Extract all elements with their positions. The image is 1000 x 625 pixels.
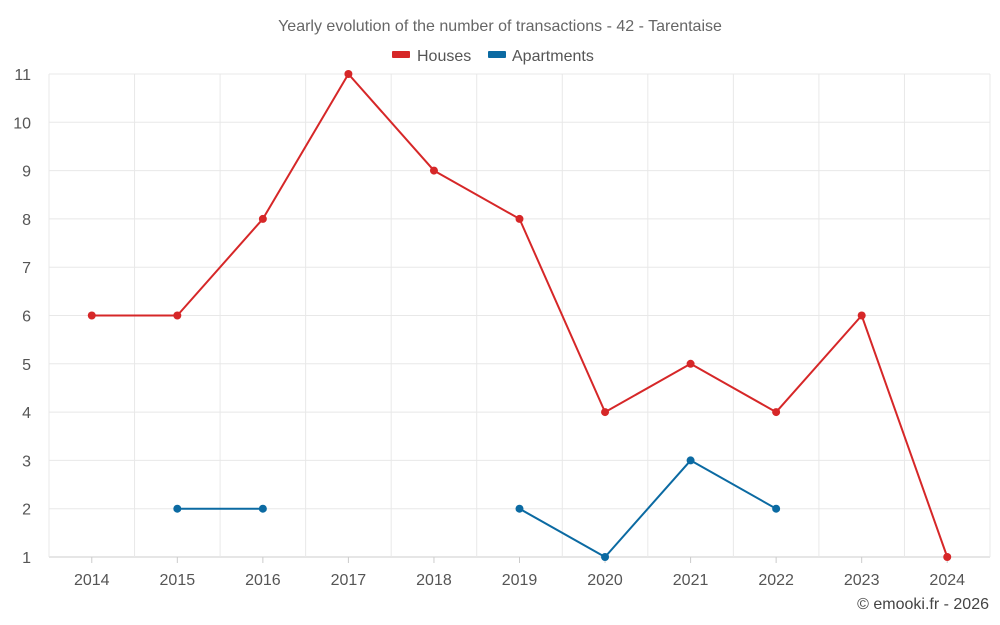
data-point-houses[interactable] [686,359,695,368]
y-tick-label: 10 [13,115,31,132]
legend-item-apartments[interactable]: Apartments [488,48,594,65]
x-tick-label: 2019 [502,572,538,589]
y-tick-label: 7 [22,260,31,277]
copyright-footer: © emooki.fr - 2026 [857,596,989,613]
data-point-houses[interactable] [173,311,182,320]
x-tick-label: 2014 [74,572,110,589]
legend-label-apartments: Apartments [512,48,594,65]
y-tick-label: 9 [22,164,31,181]
data-point-apartments[interactable] [601,553,610,561]
x-tick-label: 2016 [245,572,281,589]
y-tick-label: 2 [22,502,31,519]
y-tick-label: 4 [22,405,31,422]
data-point-houses[interactable] [87,311,96,320]
x-tick-label: 2021 [673,572,709,589]
x-tick-label: 2015 [160,572,196,589]
y-tick-label: 5 [22,357,31,374]
y-tick-label: 8 [22,212,31,229]
x-tick-label: 2018 [416,572,452,589]
data-point-apartments[interactable] [686,456,695,465]
y-tick-label: 11 [14,67,31,84]
data-point-apartments[interactable] [772,504,781,513]
plot-area: 1 2 3 4 5 6 7 8 9 10 11 2014 2015 2016 2017 2018 2019 202… [13,67,991,589]
legend-item-houses[interactable]: Houses [392,48,471,65]
legend-label-houses: Houses [417,48,471,65]
y-tick-label: 1 [22,550,31,567]
data-point-houses[interactable] [772,408,781,417]
x-tick-label: 2022 [758,572,794,589]
legend: Houses Apartments [392,48,594,65]
data-point-apartments[interactable] [173,504,182,513]
data-point-houses[interactable] [943,553,952,561]
data-point-houses[interactable] [601,408,610,417]
x-tick-label: 2024 [929,572,965,589]
data-point-houses[interactable] [258,214,267,223]
data-point-houses[interactable] [515,214,524,223]
x-tick-label: 2023 [844,572,880,589]
legend-swatch-apartments [488,51,506,58]
data-point-apartments[interactable] [258,504,267,513]
y-tick-label: 3 [22,453,31,470]
chart-title: Yearly evolution of the number of transa… [278,18,722,35]
data-point-apartments[interactable] [515,504,524,513]
series-line-apartments [519,459,777,558]
x-tick-label: 2020 [587,572,623,589]
legend-swatch-houses [392,51,410,58]
x-tick-label: 2017 [331,572,367,589]
data-point-houses[interactable] [857,311,866,320]
data-point-houses[interactable] [344,70,353,78]
y-tick-label: 6 [22,309,31,326]
data-point-houses[interactable] [429,166,438,175]
